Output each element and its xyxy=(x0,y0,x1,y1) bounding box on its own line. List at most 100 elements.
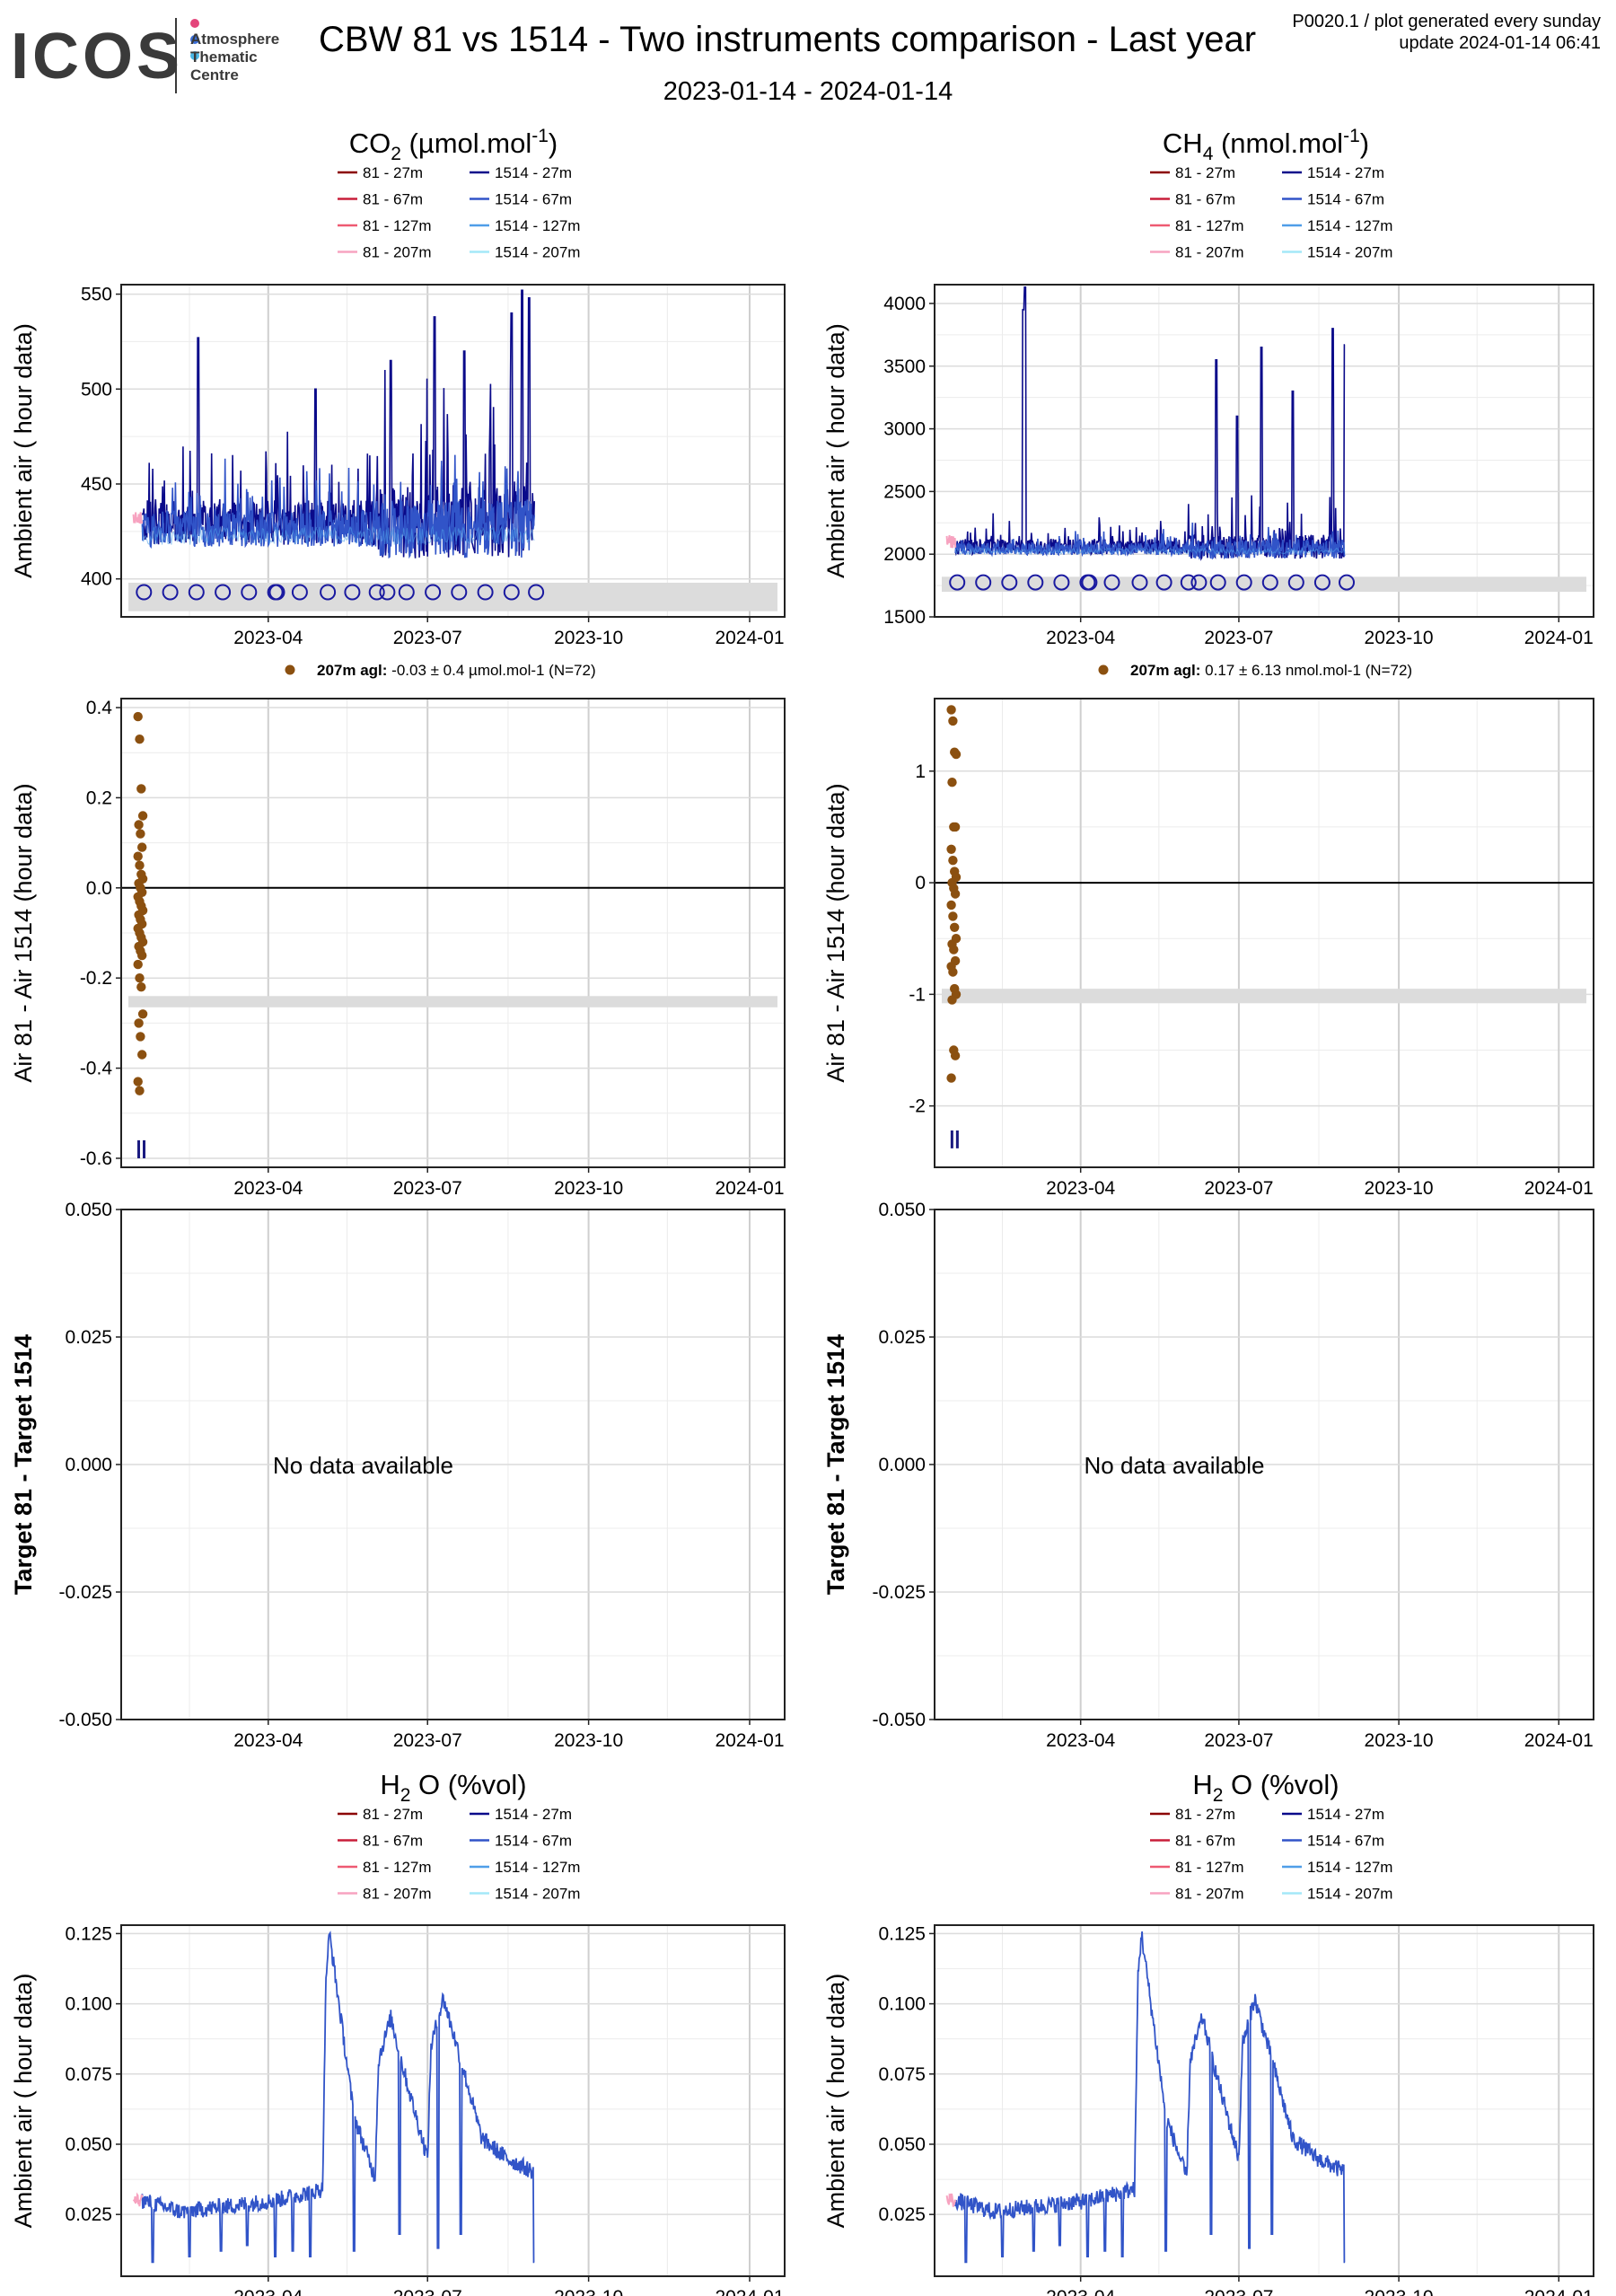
series-line-1514-67m xyxy=(954,1931,1346,2264)
scatter-point xyxy=(946,900,956,910)
calibration-marker xyxy=(1235,574,1252,591)
scatter-point xyxy=(133,711,143,722)
y-tick-label: 0.125 xyxy=(65,1923,112,1944)
y-tick-label: 2500 xyxy=(883,481,926,502)
legend-label: 1514 - 27m xyxy=(1307,1806,1384,1823)
y-tick-label: 0.050 xyxy=(65,1200,112,1220)
scatter-point xyxy=(133,851,143,861)
no-data-text: No data available xyxy=(1085,1452,1265,1479)
scatter-point xyxy=(133,1077,143,1086)
x-tick-label: 2023-10 xyxy=(554,1730,623,1751)
diff-legend-swatch xyxy=(285,664,295,675)
plot-frame xyxy=(934,284,1594,618)
legend-label: 81 - 127m xyxy=(1175,217,1244,234)
x-tick-label: 2024-01 xyxy=(1524,1178,1594,1199)
calibration-marker xyxy=(1027,574,1044,591)
y-tick-label: 0.025 xyxy=(878,2204,926,2225)
y-tick-label: -1 xyxy=(909,984,926,1005)
legend-label: 81 - 67m xyxy=(1175,1833,1235,1850)
calibration-marker xyxy=(1155,574,1172,591)
y-axis-label: Ambient air ( hour data) xyxy=(822,1974,849,2229)
scatter-point xyxy=(137,1009,148,1019)
scatter-point xyxy=(134,1018,144,1028)
y-tick-label: 0 xyxy=(915,873,926,893)
legend-label: 81 - 27m xyxy=(363,164,423,181)
logo-subtitle: Atmosphere Thematic Centre xyxy=(190,31,280,84)
reference-band xyxy=(942,989,1586,1004)
legend-label: 1514 - 127m xyxy=(495,1859,580,1876)
scatter-point xyxy=(947,995,957,1005)
panel-title-co2: CO2 (µmol.mol-1) xyxy=(349,126,558,164)
legend-label: 81 - 207m xyxy=(1175,1886,1244,1903)
x-tick-label: 2023-04 xyxy=(1046,2287,1115,2296)
series-line-81-207m xyxy=(945,534,957,549)
x-tick-label: 2023-07 xyxy=(393,1178,462,1199)
legend-label: 81 - 27m xyxy=(363,1806,423,1823)
y-tick-label: -0.025 xyxy=(872,1582,926,1603)
legend-label: 1514 - 27m xyxy=(495,164,572,181)
scatter-point xyxy=(134,820,144,830)
meta-line-2: update 2024-01-14 06:41 xyxy=(1399,33,1601,53)
scatter-point xyxy=(949,945,959,954)
y-axis-label: Target 81 - Target 1514 xyxy=(10,1334,37,1595)
scatter-point xyxy=(137,1050,147,1060)
logo-dots-icon xyxy=(190,16,202,65)
legend-label: 1514 - 67m xyxy=(495,191,572,208)
calibration-marker xyxy=(320,584,337,601)
x-tick-label: 2023-10 xyxy=(1365,2287,1434,2296)
legend-label: 81 - 127m xyxy=(363,217,432,234)
calibration-marker xyxy=(1261,574,1278,591)
scatter-point xyxy=(946,1073,956,1083)
legend-label: 81 - 27m xyxy=(1175,1806,1235,1823)
legend-label: 1514 - 207m xyxy=(495,1886,580,1903)
y-tick-label: 0.075 xyxy=(878,2064,926,2085)
scatter-point xyxy=(950,1051,961,1060)
chart-h2o-ambient-left: 2023-04 2023-07 2023-10 2024-01 0.025 0.050 0.… xyxy=(10,1923,786,2296)
plot-frame xyxy=(934,1924,1594,2277)
calibration-marker xyxy=(949,574,966,591)
y-tick-label: 550 xyxy=(81,285,112,305)
no-data-text: No data available xyxy=(273,1452,453,1479)
series-line-1514-127m xyxy=(954,546,1346,556)
y-axis-label: Air 81 - Air 1514 (hour data) xyxy=(10,783,37,1082)
calibration-marker xyxy=(344,584,361,601)
scatter-point xyxy=(946,844,956,854)
x-tick-label: 2023-04 xyxy=(1046,1730,1115,1751)
y-tick-label: 0.075 xyxy=(65,2064,112,2085)
x-tick-label: 2024-01 xyxy=(1524,628,1594,648)
y-tick-label: 0.025 xyxy=(878,1327,926,1348)
panel-title-h2o-right: H2 O (%vol) xyxy=(1192,1769,1339,1806)
series-line-81-207m xyxy=(132,512,144,524)
x-tick-label: 2024-01 xyxy=(715,2287,784,2296)
calibration-marker xyxy=(1287,574,1304,591)
x-tick-label: 2024-01 xyxy=(1524,1730,1594,1751)
legend-label: 81 - 67m xyxy=(363,191,423,208)
page-title: CBW 81 vs 1514 - Two instruments compari… xyxy=(319,20,1257,59)
y-tick-label: -0.6 xyxy=(80,1148,112,1169)
plot-frame xyxy=(120,1924,786,2277)
y-tick-label: 400 xyxy=(81,569,112,590)
y-tick-label: 0.000 xyxy=(65,1455,112,1475)
legend-label: 81 - 67m xyxy=(1175,191,1235,208)
chart-h2o-ambient-right: 2023-04 2023-07 2023-10 2024-01 0.025 0.050 0.… xyxy=(822,1923,1594,2296)
series-legend: 81 - 27m 81 - 67m 81 - 127m 81 - 207m 1514 -… xyxy=(338,164,580,261)
scatter-point xyxy=(133,959,143,970)
y-tick-label: 1 xyxy=(915,761,926,782)
legend-label: 81 - 127m xyxy=(363,1859,432,1876)
calibration-marker xyxy=(368,584,385,601)
y-tick-label: 1500 xyxy=(883,607,926,628)
x-tick-label: 2023-10 xyxy=(554,1178,623,1199)
y-tick-label: 4000 xyxy=(883,294,926,314)
scatter-point xyxy=(950,889,961,899)
calibration-marker xyxy=(1131,574,1148,591)
y-tick-label: 0.025 xyxy=(65,1327,112,1348)
diff-bar xyxy=(955,1130,959,1148)
diff-legend: 207m agl: -0.03 ± 0.4 µmol.mol-1 (N=72) xyxy=(285,662,596,679)
series-line-1514-67m xyxy=(954,522,1346,560)
series-line-81-207m xyxy=(132,2192,144,2207)
legend-label: 81 - 127m xyxy=(1175,1859,1244,1876)
x-tick-label: 2024-01 xyxy=(715,1178,784,1199)
x-tick-label: 2023-04 xyxy=(233,628,303,648)
y-tick-label: 0.2 xyxy=(86,787,112,808)
